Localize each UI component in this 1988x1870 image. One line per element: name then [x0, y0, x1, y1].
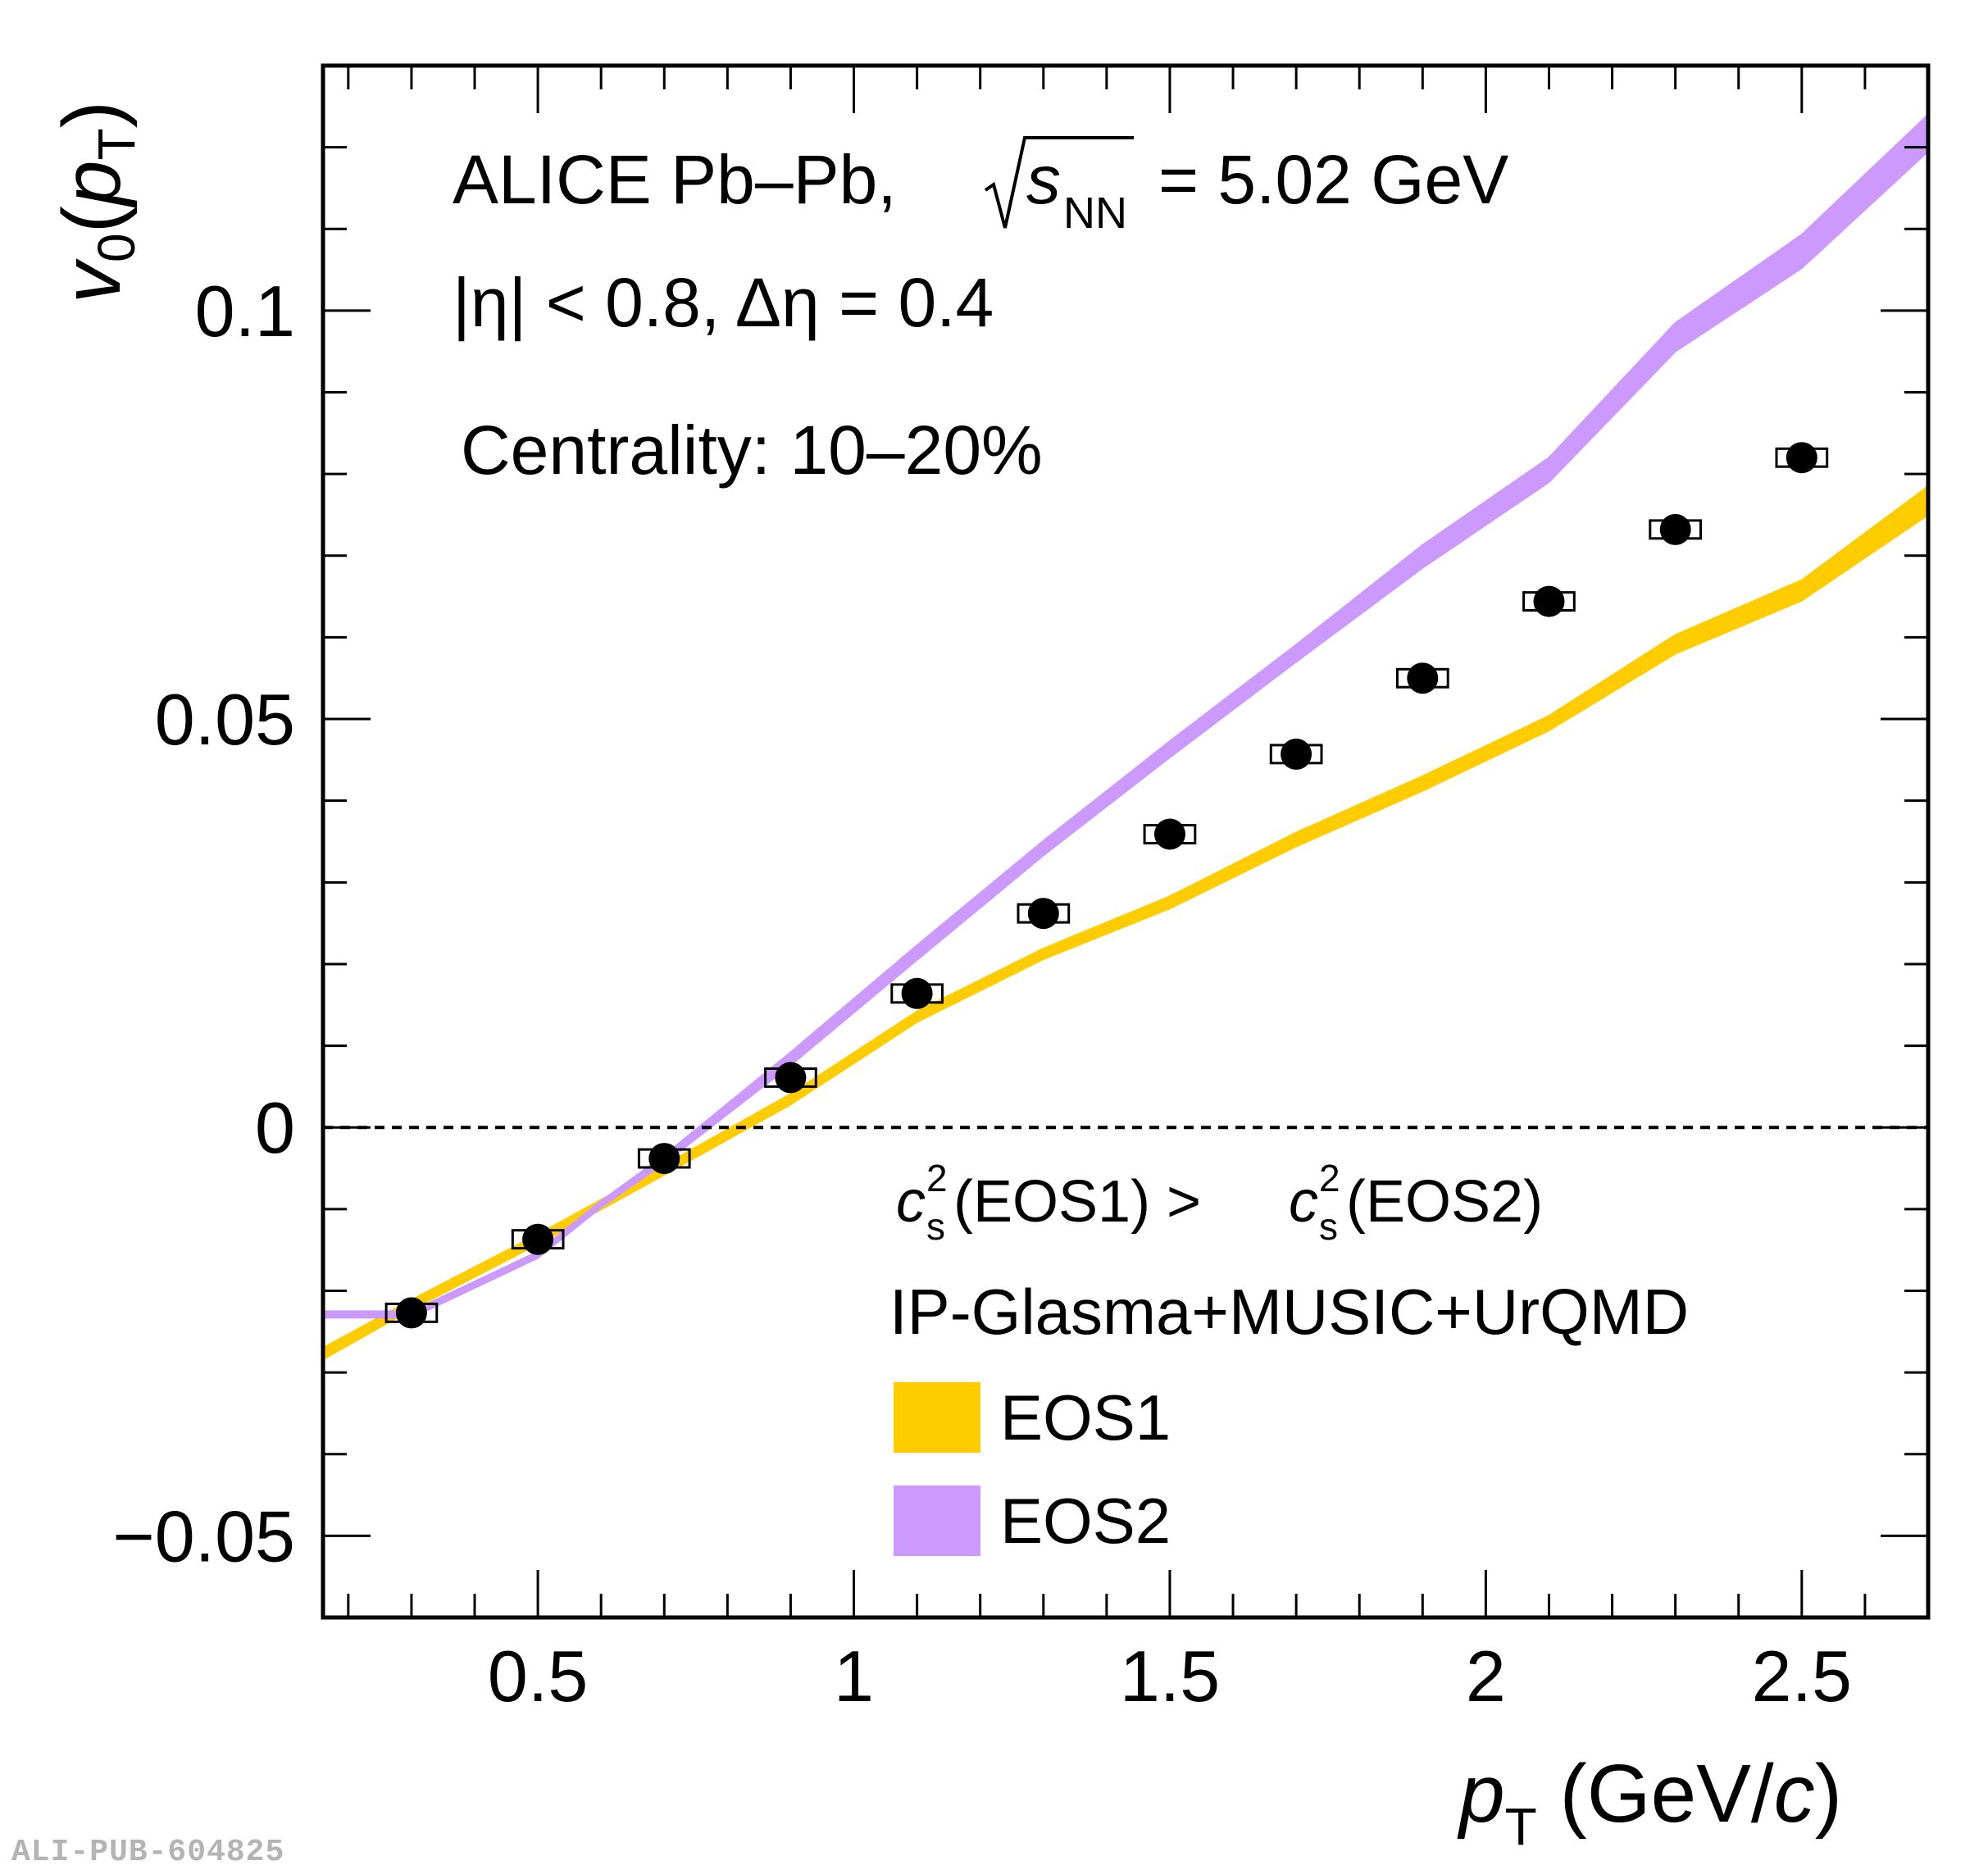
data-points [384, 442, 1829, 1329]
energy-subscript: NN [1063, 189, 1127, 238]
axis-ticks [323, 64, 1930, 1619]
svg-text:v0(pT): v0(pT) [46, 101, 146, 303]
eos-compare-sup1: 2 [926, 1157, 948, 1199]
band-eos1 [323, 485, 1928, 1361]
y-axis-arg-sub: T [87, 128, 146, 160]
legend-label-eos2: EOS2 [1000, 1485, 1171, 1557]
x-axis-title: pT (GeV/c) [1457, 1748, 1842, 1856]
sqrt-symbol-icon [984, 136, 1134, 229]
publication-id: ALI-PUB-604825 [11, 1835, 285, 1870]
x-tick-label: 0.5 [488, 1636, 588, 1717]
x-tick-label: 2 [1466, 1636, 1506, 1717]
data-point [1281, 738, 1312, 770]
eos-compare-right: (EOS2) [1346, 1169, 1543, 1235]
header-annotation: ALICE Pb–Pb, s NN = 5.02 GeV |η| < 0.8, … [453, 136, 1508, 489]
eos-compare-sub2: s [1319, 1205, 1338, 1248]
eta-label: |η| < 0.8, Δη = 0.4 [453, 264, 994, 341]
y-tick-label: 0.05 [155, 679, 295, 760]
y-tick-label: −0.05 [112, 1495, 295, 1577]
y-axis-arg: p [46, 160, 138, 208]
y-axis-symbol: v [46, 258, 138, 303]
data-point [1533, 585, 1565, 617]
legend-label-eos1: EOS1 [1000, 1381, 1171, 1454]
data-point [648, 1143, 680, 1175]
plot-area: 0.5 1 1.5 2 2.5 −0.05 0 0.05 0.1 [112, 63, 1931, 1717]
y-tick-label: 0.1 [195, 271, 295, 352]
model-label: IP-Glasma+MUSIC+UrQMD [889, 1276, 1689, 1348]
energy-value: = 5.02 GeV [1158, 141, 1508, 218]
data-point [1786, 442, 1817, 474]
x-tick-label: 1.5 [1120, 1636, 1220, 1717]
data-point [522, 1223, 554, 1255]
x-tick-label: 2.5 [1752, 1636, 1852, 1717]
eos-compare-left: (EOS1) > [953, 1169, 1217, 1235]
y-tick-label: 0 [255, 1087, 295, 1168]
x-axis-unit-c: c [1774, 1748, 1815, 1840]
axis-tick-labels: 0.5 1 1.5 2 2.5 −0.05 0 0.05 0.1 [112, 271, 1852, 1717]
data-point [1407, 662, 1439, 694]
x-axis-unit-pre: (GeV/ [1537, 1748, 1774, 1840]
x-axis-symbol: p [1457, 1748, 1505, 1840]
centrality-label: Centrality: 10–20% [461, 412, 1043, 489]
data-point [775, 1062, 807, 1094]
energy-symbol: s [1026, 141, 1061, 218]
experiment-label: ALICE Pb–Pb, [453, 141, 897, 218]
y-axis-title: v0(pT) [46, 101, 146, 303]
legend-swatch-eos2 [894, 1486, 980, 1556]
x-axis-unit-post: ) [1815, 1748, 1842, 1840]
data-point [1659, 513, 1691, 545]
eos-compare-sup2: 2 [1319, 1157, 1340, 1199]
svg-text:pT (GeV/c): pT (GeV/c) [1457, 1748, 1842, 1856]
data-point [1154, 818, 1185, 850]
x-tick-label: 1 [834, 1636, 874, 1717]
x-axis-sub: T [1505, 1797, 1537, 1856]
legend: c 2 s (EOS1) > c 2 s (EOS2) IP-Glasma+MU… [889, 1157, 1689, 1557]
data-point [1027, 898, 1059, 930]
plot-frame [321, 63, 1931, 1620]
eos-compare-c1: c [896, 1169, 926, 1235]
y-axis-sub: 0 [87, 233, 146, 262]
legend-swatch-eos1 [894, 1382, 980, 1453]
eos-compare-c2: c [1289, 1169, 1318, 1235]
data-point [395, 1297, 427, 1329]
data-point [901, 977, 933, 1009]
eos-compare-sub1: s [926, 1205, 945, 1248]
